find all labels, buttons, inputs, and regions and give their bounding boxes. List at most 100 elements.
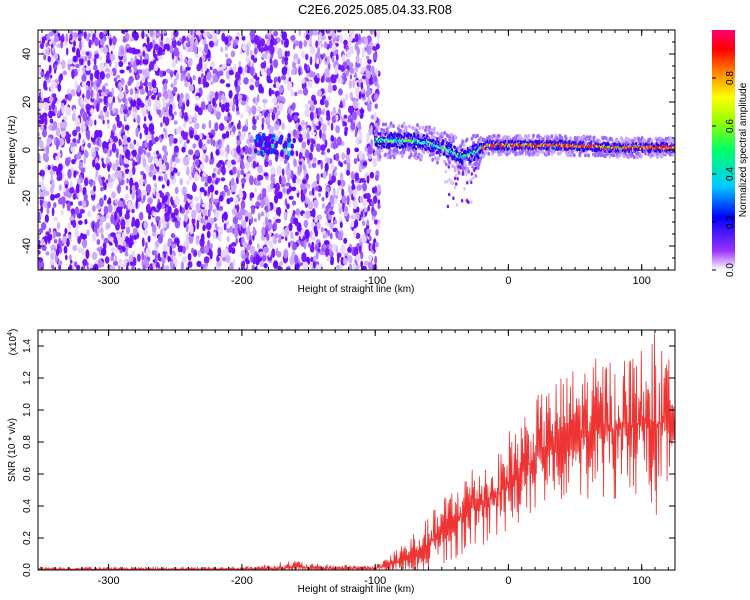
spectrogram-noise-cell — [247, 147, 252, 155]
spectrogram-noise-cell — [237, 94, 243, 99]
spectrogram-noise-cell — [187, 47, 193, 53]
spectrogram-noise-cell — [60, 130, 66, 138]
spectrogram-noise-cell — [231, 247, 236, 254]
spectrogram-signal-cell — [287, 142, 292, 148]
spectrogram-noise-cell — [187, 57, 193, 67]
spectrogram-noise-cell — [314, 216, 318, 223]
spectrogram-noise-cell — [341, 188, 344, 197]
spectrogram-noise-cell — [297, 165, 303, 174]
spectrogram-noise-cell — [151, 250, 156, 256]
spectrogram-signal-cell — [292, 137, 297, 144]
spectrogram-noise-cell — [372, 52, 378, 60]
spectrogram-noise-cell — [179, 110, 182, 118]
spectrogram-noise-cell — [51, 181, 55, 190]
spectrogram-noise-cell — [249, 84, 255, 91]
spectrogram-noise-cell — [349, 67, 355, 74]
spectrogram-halo-cell — [377, 121, 380, 126]
spectrogram-noise-cell — [226, 160, 232, 169]
spectrogram-noise-cell — [207, 208, 211, 218]
spectrogram-noise-cell — [268, 159, 273, 167]
spectrogram-noise-cell — [287, 81, 293, 91]
spectrogram-noise-cell — [94, 37, 99, 47]
spectrogram-noise-cell — [262, 188, 267, 195]
spectrogram-noise-cell — [362, 161, 368, 167]
spectrogram-noise-cell — [88, 39, 92, 49]
spectrogram-noise-cell — [65, 33, 69, 43]
spectrogram-noise-cell — [300, 189, 304, 196]
spectrogram-noise-cell — [180, 65, 183, 75]
spectrogram-noise-cell — [162, 223, 167, 228]
spectrogram-noise-cell — [325, 189, 329, 199]
spectrogram-noise-cell — [38, 100, 44, 110]
spectrogram-noise-cell — [152, 59, 156, 65]
spectrogram-noise-cell — [124, 252, 129, 257]
spectrogram-noise-cell — [274, 112, 279, 120]
spectrogram-noise-cell — [336, 30, 342, 33]
spectrogram-noise-cell — [343, 211, 348, 217]
spectrogram-noise-cell — [269, 241, 274, 249]
spectrogram-noise-cell — [355, 41, 359, 48]
spectrogram-noise-cell — [82, 66, 86, 74]
spectrogram-signal-cell — [290, 143, 295, 149]
spectrogram-noise-cell — [177, 93, 180, 102]
spectrogram-noise-cell — [340, 244, 346, 255]
spectrogram-noise-cell — [184, 92, 190, 102]
spectrogram-noise-cell — [331, 161, 334, 172]
spectrogram-noise-cell — [166, 43, 170, 52]
spectrogram-noise-cell — [253, 34, 260, 45]
spectrogram-noise-cell — [248, 106, 251, 117]
spectrogram-noise-cell — [115, 159, 119, 167]
spectrogram-noise-cell — [53, 35, 60, 43]
spectrogram-noise-cell — [282, 187, 286, 194]
spectrogram-noise-cell — [203, 262, 208, 268]
spectrogram-noise-cell — [69, 187, 75, 194]
spectrogram-noise-cell — [320, 35, 326, 40]
spectrogram-noise-cell — [208, 133, 214, 139]
spectrogram-noise-cell — [60, 121, 66, 129]
spectrogram-noise-cell — [194, 47, 198, 55]
spectrogram-noise-cell — [124, 213, 130, 220]
spectrogram-noise-cell — [352, 212, 356, 218]
spectrogram-noise-cell — [316, 89, 322, 97]
spectrogram-noise-cell — [56, 222, 61, 230]
spectrogram-noise-cell — [108, 142, 113, 151]
spectrogram-noise-cell — [320, 150, 325, 156]
spectrogram-noise-cell — [264, 111, 267, 119]
spectrogram-noise-cell — [95, 30, 99, 39]
spectrogram-halo-cell — [432, 151, 435, 156]
spectrogram-noise-cell — [284, 50, 288, 58]
spectrogram-noise-cell — [215, 111, 221, 120]
spectrogram-noise-cell — [220, 30, 227, 33]
spectrogram-halo-cell — [459, 144, 463, 149]
spectrogram-noise-cell — [42, 200, 49, 208]
spectrogram-noise-cell — [367, 97, 371, 105]
spectrogram-noise-cell — [315, 58, 320, 65]
spectrogram-noise-cell — [325, 77, 332, 83]
spectrogram-noise-cell — [132, 166, 136, 176]
spectrogram-halo-cell — [380, 127, 383, 132]
spectrogram-noise-cell — [234, 228, 239, 239]
spectrogram-noise-cell — [270, 166, 276, 176]
spectrogram-noise-cell — [277, 265, 282, 270]
spectrogram-noise-cell — [258, 83, 263, 94]
spectrogram-noise-cell — [321, 75, 325, 82]
spectrogram-noise-cell — [214, 122, 219, 132]
spectrogram-noise-cell — [124, 193, 129, 201]
spectrogram-signal-cell — [275, 149, 279, 156]
spectrogram-noise-cell — [148, 114, 152, 120]
spectrogram-noise-cell — [232, 258, 236, 268]
spectrogram-halo-cell — [448, 160, 451, 165]
spectrogram-noise-cell — [264, 246, 269, 254]
spectrogram-noise-cell — [174, 157, 180, 164]
spectrogram-noise-cell — [313, 199, 319, 208]
spectrogram-noise-cell — [360, 251, 364, 260]
spectrogram-noise-cell — [347, 255, 353, 263]
spectrogram-noise-cell — [203, 256, 210, 264]
spectrogram-noise-cell — [185, 169, 190, 176]
spectrogram-noise-cell — [330, 122, 334, 131]
spectrogram-noise-cell — [321, 123, 327, 133]
spectrogram-noise-cell — [143, 115, 147, 122]
spectrogram-noise-cell — [354, 130, 358, 138]
spectrogram-noise-cell — [326, 116, 331, 121]
spectrogram-noise-cell — [164, 150, 169, 157]
